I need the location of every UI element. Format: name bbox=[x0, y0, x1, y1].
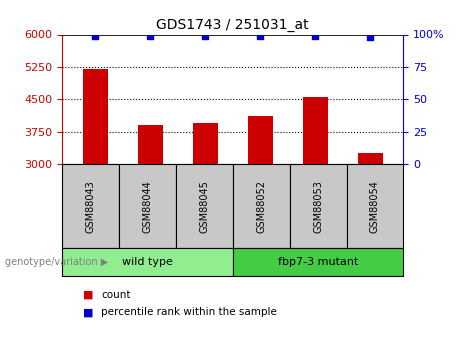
Text: count: count bbox=[101, 290, 131, 300]
Bar bbox=[193, 123, 218, 164]
Text: percentile rank within the sample: percentile rank within the sample bbox=[101, 307, 278, 317]
Text: GSM88054: GSM88054 bbox=[370, 180, 380, 233]
Text: ■: ■ bbox=[83, 290, 94, 300]
Bar bbox=[138, 125, 163, 164]
Text: GSM88044: GSM88044 bbox=[142, 180, 153, 233]
Bar bbox=[83, 69, 107, 164]
Title: GDS1743 / 251031_at: GDS1743 / 251031_at bbox=[156, 18, 309, 32]
Point bbox=[257, 33, 264, 39]
Text: GSM88045: GSM88045 bbox=[199, 180, 209, 233]
Text: wild type: wild type bbox=[122, 257, 173, 267]
Bar bbox=[358, 153, 383, 164]
Text: GSM88053: GSM88053 bbox=[313, 180, 323, 233]
Text: genotype/variation ▶: genotype/variation ▶ bbox=[5, 257, 108, 267]
Point bbox=[92, 33, 99, 39]
Bar bbox=[303, 97, 328, 164]
Text: ■: ■ bbox=[83, 307, 94, 317]
Bar bbox=[248, 117, 273, 164]
Text: GSM88052: GSM88052 bbox=[256, 180, 266, 233]
Point bbox=[366, 34, 374, 40]
Point bbox=[312, 33, 319, 39]
Point bbox=[201, 33, 209, 39]
Point bbox=[147, 33, 154, 39]
Text: GSM88043: GSM88043 bbox=[86, 180, 96, 233]
Text: fbp7-3 mutant: fbp7-3 mutant bbox=[278, 257, 358, 267]
